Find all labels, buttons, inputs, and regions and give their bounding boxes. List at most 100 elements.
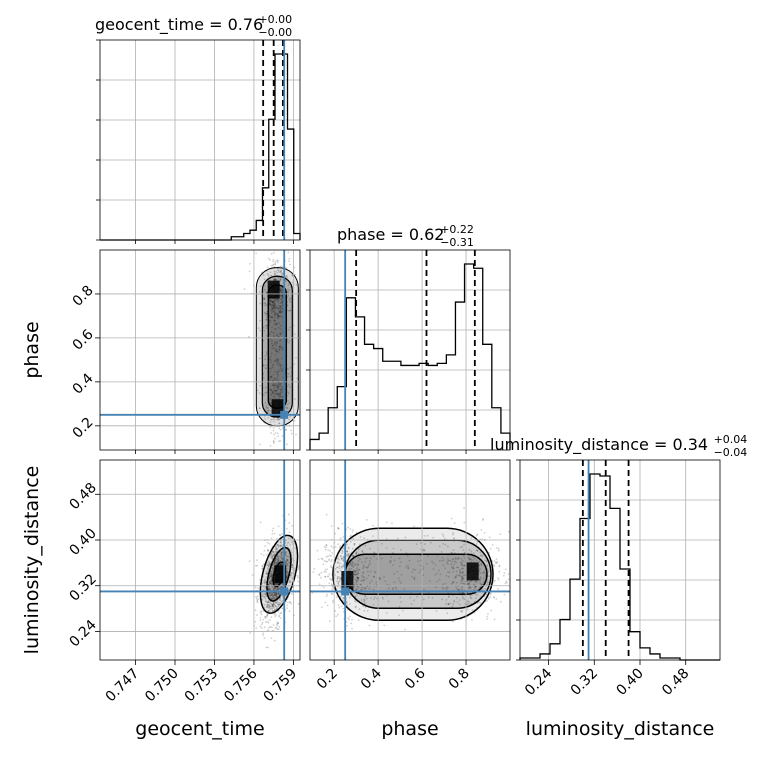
sample-point (276, 341, 278, 344)
sample-point (285, 527, 288, 530)
sample-point (357, 577, 360, 580)
sample-point (331, 588, 334, 590)
sample-point (269, 625, 272, 628)
sample-point (441, 557, 444, 559)
sample-point (447, 603, 450, 606)
sample-point (269, 375, 271, 378)
sample-point (273, 420, 276, 423)
sample-point (387, 600, 390, 603)
sample-point (268, 619, 271, 621)
sample-point (328, 558, 331, 561)
y-tick-label-luminosity_distance: 0.48 (66, 480, 99, 513)
sample-point (255, 595, 257, 598)
sample-point (274, 353, 277, 356)
sample-point (258, 407, 261, 410)
sample-point (324, 568, 327, 571)
sample-point (297, 564, 300, 567)
sample-point (452, 580, 455, 583)
sample-point (277, 622, 280, 625)
sample-point (407, 566, 410, 569)
sample-point (426, 562, 428, 565)
sample-point (280, 270, 282, 273)
sample-point (277, 336, 280, 338)
sample-point (502, 574, 505, 577)
sample-point (364, 587, 367, 590)
sample-point (276, 322, 278, 325)
sample-point (275, 595, 278, 598)
sample-point (279, 560, 281, 562)
sample-point (290, 552, 293, 554)
sample-point (269, 320, 272, 322)
sample-point (272, 587, 275, 590)
sample-point (273, 341, 276, 344)
panel-frame-geocent_time-luminosity_distance (99, 459, 301, 661)
sample-point (364, 557, 367, 560)
sample-point (273, 316, 276, 319)
sample-point (467, 556, 469, 559)
sample-point (275, 384, 278, 387)
sample-point (290, 549, 293, 552)
sample-point (337, 557, 340, 559)
sample-point (272, 260, 274, 263)
sample-point (352, 537, 355, 540)
sample-point (274, 377, 277, 380)
sample-point (270, 602, 273, 605)
sample-point (270, 616, 273, 619)
sample-point (260, 613, 263, 616)
sample-point (273, 378, 275, 381)
sample-point (290, 602, 293, 605)
sample-point (352, 569, 355, 572)
sample-point (286, 296, 289, 298)
sample-point (461, 567, 463, 570)
sample-point (461, 577, 464, 580)
sample-point (277, 560, 279, 563)
sample-point (404, 628, 406, 631)
sample-point (450, 565, 453, 568)
sample-point (497, 579, 500, 581)
sample-point (265, 570, 268, 573)
sample-point (277, 557, 279, 560)
sample-point (400, 582, 402, 585)
sample-point (476, 549, 479, 552)
sample-point (366, 609, 369, 612)
sample-point (270, 376, 273, 379)
sample-point (280, 289, 282, 291)
sample-point (411, 575, 413, 578)
sample-point (284, 554, 287, 557)
sample-point (281, 427, 284, 430)
sample-point (422, 598, 425, 601)
sample-point (351, 554, 354, 557)
truth-marker (341, 587, 350, 596)
sample-point (263, 581, 266, 583)
sample-point (269, 397, 271, 400)
sample-point (468, 582, 471, 585)
sample-point (279, 339, 282, 341)
sample-point (277, 315, 280, 318)
sample-point (273, 313, 276, 316)
sample-point (451, 558, 454, 561)
sample-point (256, 614, 259, 616)
sample-point (271, 603, 274, 606)
sample-point (280, 557, 283, 560)
sample-point (447, 596, 450, 599)
sample-point (364, 602, 366, 605)
sample-point (259, 384, 262, 387)
sample-point (339, 595, 342, 598)
sample-point (409, 596, 412, 599)
sample-point (428, 579, 431, 582)
sample-point (270, 338, 272, 340)
sample-point (461, 577, 464, 580)
sample-point (268, 409, 270, 412)
sample-point (278, 322, 281, 324)
sample-point (385, 547, 388, 549)
sample-point (287, 251, 290, 254)
sample-point (275, 389, 278, 392)
sample-point (275, 305, 277, 308)
sample-point (475, 597, 477, 600)
sample-point (278, 614, 281, 617)
sample-point (280, 563, 283, 566)
sample-point (287, 537, 290, 540)
sample-point (364, 595, 367, 598)
sample-point (262, 618, 265, 621)
sample-point (287, 589, 290, 591)
